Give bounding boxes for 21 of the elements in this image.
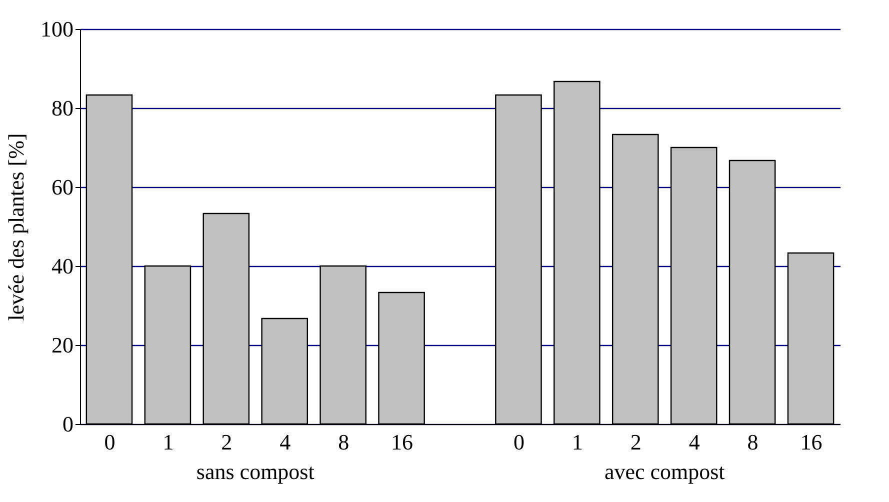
y-tick-label: 40 — [52, 254, 74, 278]
x-tick-label: 16 — [800, 430, 822, 454]
x-tick-label: 0 — [104, 430, 116, 454]
x-tick-label: 2 — [630, 430, 642, 454]
text: avec compost — [604, 459, 725, 484]
y-tick-label: 80 — [52, 96, 74, 120]
x-tick-label: 4 — [280, 430, 291, 454]
x-tick-label: 8 — [338, 430, 350, 454]
x-tick-label: 2 — [221, 430, 232, 454]
x-tick-label: 4 — [688, 430, 700, 454]
y-tick-label: 20 — [52, 332, 74, 358]
x-tick-label: 8 — [747, 430, 758, 454]
x-tick-label: 16 — [391, 430, 414, 454]
y-tick-label: 60 — [52, 174, 74, 200]
y-tick-label: 100 — [40, 16, 74, 42]
x-tick-label: 1 — [572, 430, 583, 454]
y-tick-label: 0 — [62, 412, 74, 436]
text: sans compost — [196, 459, 314, 484]
y-axis-title: levée des plantes [%] — [4, 133, 28, 321]
x-tick-label: 1 — [162, 430, 174, 454]
x-tick-label: 0 — [513, 430, 524, 454]
